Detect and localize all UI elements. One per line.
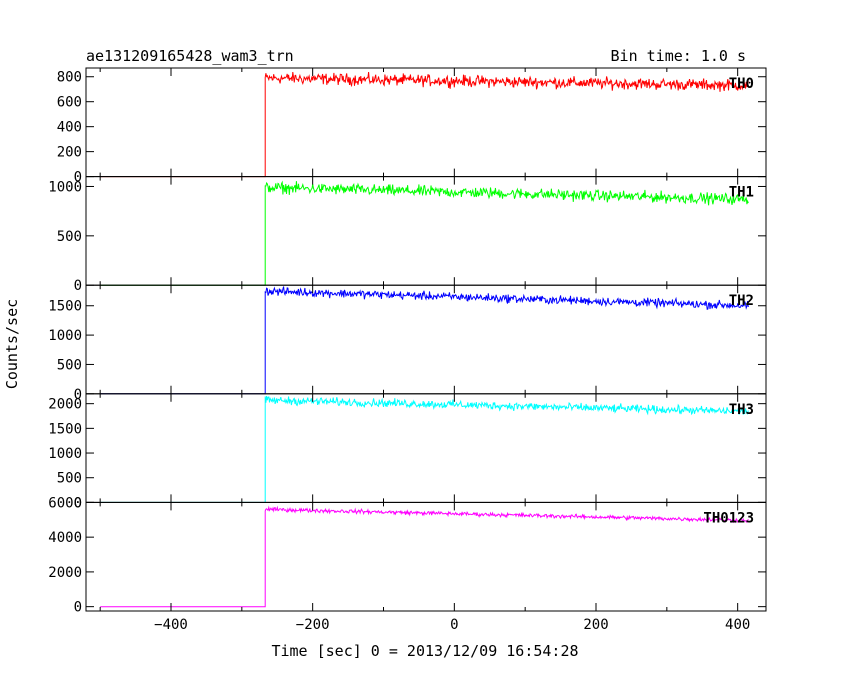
y-tick-label: 2000 bbox=[48, 565, 82, 581]
x-tick-labels: −400 −200 0 200 400 bbox=[154, 617, 750, 633]
y-tick-label: 1000 bbox=[48, 328, 82, 344]
x-tick-label: 0 bbox=[450, 617, 458, 633]
panel-label-th3: TH3 bbox=[729, 402, 754, 418]
panels-group: 0 200 400 600 800 TH0 0 500 1000 TH1 0 500 1000 1500 T… bbox=[48, 67, 767, 616]
y-tick-label: 500 bbox=[57, 229, 82, 245]
y-axis-label: Counts/sec bbox=[3, 299, 21, 389]
series-th3-line bbox=[100, 395, 749, 503]
chart-title: ae131209165428_wam3_trn bbox=[86, 47, 294, 65]
y-tick-label: 1500 bbox=[48, 421, 82, 437]
panel-th2: 0 500 1000 1500 TH2 bbox=[48, 284, 767, 403]
x-tick-label: −400 bbox=[154, 617, 188, 633]
panel-label-th0123: TH0123 bbox=[703, 510, 754, 526]
x-axis-label: Time [sec] 0 = 2013/12/09 16:54:28 bbox=[271, 642, 578, 660]
panel-th1: 0 500 1000 TH1 bbox=[48, 176, 767, 294]
y-tick-label: 0 bbox=[74, 278, 82, 294]
y-tick-label: 500 bbox=[57, 357, 82, 373]
y-tick-label: 600 bbox=[57, 95, 82, 111]
series-th0-line bbox=[100, 71, 749, 178]
y-tick-label: 0 bbox=[74, 387, 82, 403]
panel-frame bbox=[85, 67, 767, 178]
y-tick-label: 0 bbox=[74, 495, 82, 511]
panel-frame bbox=[85, 393, 767, 503]
panel-frame bbox=[85, 501, 767, 612]
panel-label-th0: TH0 bbox=[729, 76, 754, 92]
series-th0123-line bbox=[100, 505, 749, 608]
y-tick-label: 1000 bbox=[48, 446, 82, 462]
x-tick-label: 400 bbox=[725, 617, 750, 633]
y-tick-label: 4000 bbox=[48, 530, 82, 546]
panel-label-th1: TH1 bbox=[729, 185, 754, 201]
panel-label-th2: TH2 bbox=[729, 293, 754, 309]
y-tick-label: 800 bbox=[57, 70, 82, 86]
panel-th0: 0 200 400 600 800 TH0 bbox=[57, 67, 767, 186]
x-tick-label: 200 bbox=[583, 617, 608, 633]
y-tick-label: 500 bbox=[57, 471, 82, 487]
y-tick-label: 0 bbox=[74, 600, 82, 616]
panel-th0123: 0 2000 4000 6000 TH0123 bbox=[48, 495, 767, 616]
y-tick-label: 200 bbox=[57, 145, 82, 161]
y-tick-label: 0 bbox=[74, 170, 82, 186]
y-tick-label: 1000 bbox=[48, 179, 82, 195]
panel-frame bbox=[85, 284, 767, 395]
bin-time-label: Bin time: 1.0 s bbox=[611, 47, 746, 65]
y-tick-label: 6000 bbox=[48, 495, 82, 511]
y-tick-label: 1500 bbox=[48, 299, 82, 315]
series-th2-line bbox=[100, 286, 749, 395]
series-th1-line bbox=[100, 180, 749, 286]
panel-th3: 0 500 1000 1500 2000 TH3 bbox=[48, 393, 767, 511]
y-tick-label: 400 bbox=[57, 120, 82, 136]
x-tick-label: −200 bbox=[296, 617, 330, 633]
y-tick-label: 2000 bbox=[48, 397, 82, 413]
